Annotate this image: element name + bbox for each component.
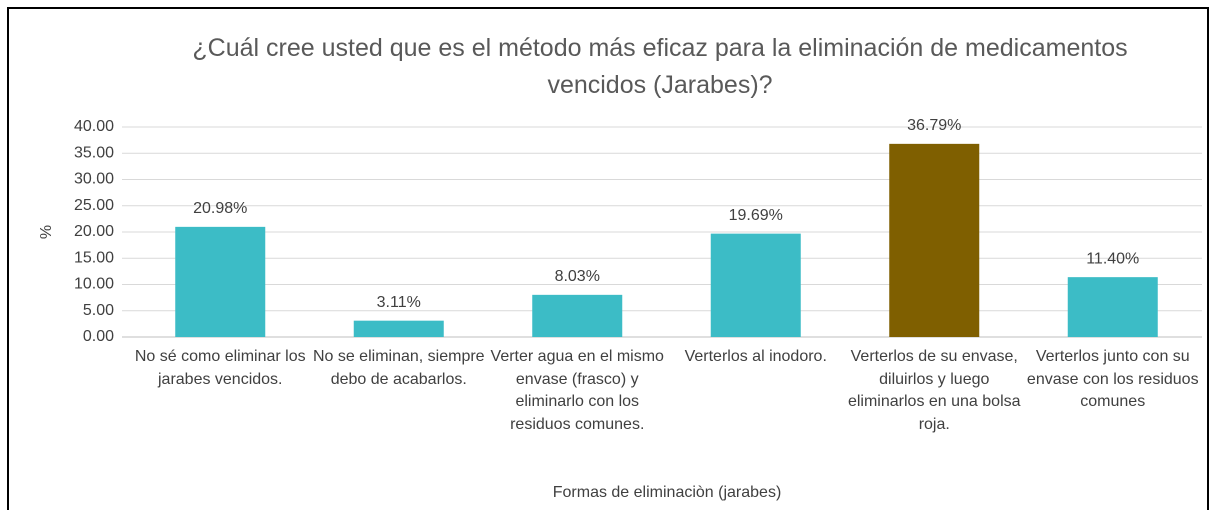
data-label: 3.11% — [377, 294, 421, 311]
chart-title: ¿Cuál cree usted que es el método más ef… — [192, 34, 1128, 99]
y-tick-label: 35.00 — [74, 144, 114, 161]
data-label: 20.98% — [193, 200, 247, 217]
data-label: 11.40% — [1086, 250, 1139, 267]
x-tick-label: No sé como eliminar los jarabes vencidos… — [134, 348, 306, 388]
bar — [175, 226, 266, 337]
chart-border — [7, 7, 1209, 510]
data-label: 36.79% — [907, 117, 961, 134]
x-axis-title: Formas de eliminaciòn (jarabes) — [553, 484, 782, 501]
y-tick-label: 0.00 — [83, 328, 114, 345]
bar — [710, 233, 801, 337]
y-tick-label: 20.00 — [74, 223, 114, 240]
bar — [353, 320, 444, 337]
bar — [1067, 277, 1158, 337]
y-tick-label: 15.00 — [74, 249, 114, 266]
bar — [889, 143, 980, 337]
x-tick-label: Verter agua en el mismo envase (frasco) … — [490, 348, 664, 433]
x-tick-label: No se eliminan, siempre debo de acabarlo… — [312, 348, 485, 388]
y-tick-label: 30.00 — [74, 171, 114, 188]
x-tick-label: Verterlos al inodoro. — [684, 348, 827, 365]
y-axis-title: % — [38, 225, 55, 239]
x-tick-label: Verterlos junto con su envase con los re… — [1026, 348, 1199, 410]
data-label: 8.03% — [555, 268, 600, 285]
bar — [532, 294, 623, 337]
y-tick-label: 10.00 — [74, 276, 114, 293]
y-tick-label: 40.00 — [74, 118, 114, 135]
data-label: 19.69% — [729, 207, 783, 224]
y-tick-label: 25.00 — [74, 197, 114, 214]
x-tick-label: Verterlos de su envase, diluirlos y lueg… — [847, 348, 1021, 433]
y-tick-label: 5.00 — [83, 302, 114, 319]
